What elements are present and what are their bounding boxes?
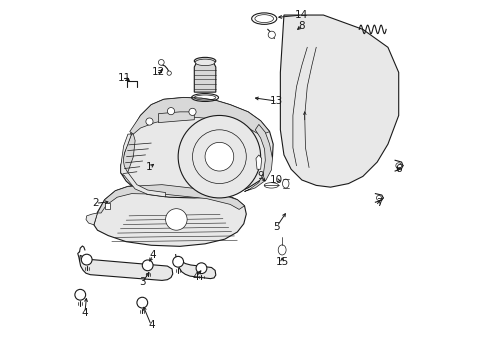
Polygon shape: [121, 134, 135, 176]
Circle shape: [158, 59, 164, 65]
Polygon shape: [194, 62, 215, 92]
Text: 12: 12: [151, 67, 165, 77]
Polygon shape: [121, 98, 273, 198]
Text: 4: 4: [192, 272, 199, 282]
Text: 3: 3: [139, 277, 145, 287]
Circle shape: [267, 31, 275, 39]
Text: 13: 13: [269, 96, 283, 106]
Circle shape: [196, 263, 206, 274]
Circle shape: [137, 297, 147, 308]
Polygon shape: [129, 98, 269, 135]
Circle shape: [192, 130, 246, 184]
Text: 1: 1: [146, 162, 152, 172]
Ellipse shape: [194, 57, 215, 64]
Text: 4: 4: [149, 250, 156, 260]
Text: 11: 11: [118, 73, 131, 83]
Text: 2: 2: [92, 198, 99, 208]
Text: 5: 5: [273, 222, 280, 231]
Text: 14: 14: [295, 10, 308, 20]
Polygon shape: [80, 255, 172, 280]
Ellipse shape: [195, 59, 214, 66]
Text: 8: 8: [298, 21, 305, 31]
Ellipse shape: [282, 179, 288, 188]
Polygon shape: [158, 112, 194, 123]
Circle shape: [142, 260, 153, 271]
Circle shape: [75, 289, 85, 300]
Polygon shape: [94, 184, 246, 246]
Circle shape: [167, 71, 171, 75]
Circle shape: [188, 108, 196, 116]
Text: 4: 4: [148, 320, 154, 330]
Polygon shape: [97, 185, 244, 213]
Circle shape: [81, 254, 92, 265]
Circle shape: [167, 108, 174, 115]
Ellipse shape: [278, 245, 285, 255]
Text: 9: 9: [257, 171, 264, 181]
Polygon shape: [178, 261, 215, 279]
Polygon shape: [104, 203, 110, 209]
Text: 6: 6: [395, 164, 401, 174]
Text: 10: 10: [270, 175, 283, 185]
Circle shape: [172, 256, 183, 267]
Circle shape: [204, 142, 233, 171]
Polygon shape: [244, 125, 272, 192]
Text: 4: 4: [81, 308, 88, 318]
Polygon shape: [280, 15, 398, 187]
Text: 7: 7: [375, 198, 382, 208]
Circle shape: [145, 118, 153, 125]
Polygon shape: [86, 213, 97, 225]
Text: 15: 15: [275, 257, 288, 267]
Ellipse shape: [264, 183, 278, 188]
Polygon shape: [121, 134, 165, 197]
Circle shape: [165, 209, 187, 230]
Circle shape: [178, 116, 260, 198]
Polygon shape: [255, 155, 261, 169]
